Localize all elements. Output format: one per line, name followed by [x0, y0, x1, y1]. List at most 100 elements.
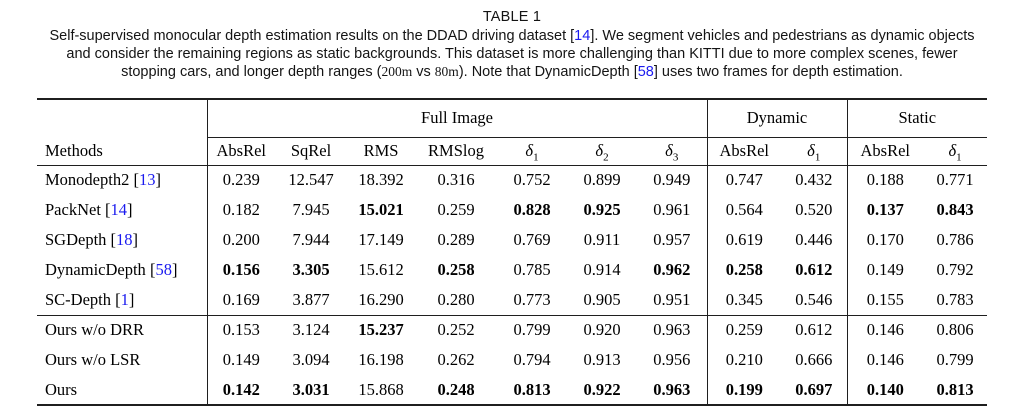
column-header-absrel: AbsRel — [207, 137, 275, 166]
value-cell: 0.146 — [847, 314, 924, 345]
value-cell: 0.280 — [437, 289, 475, 309]
value-cell: 3.031 — [292, 379, 330, 399]
value-cell: 0.905 — [583, 289, 621, 309]
value-cell: 0.806 — [923, 314, 988, 345]
value-cell: 0.289 — [437, 230, 475, 249]
column-header-delta2: δ2 — [567, 137, 637, 166]
value-cell: 0.771 — [936, 170, 974, 190]
table-body: Monodepth2 [13] 0.239 12.547 18.392 0.316 0.7… — [37, 165, 988, 405]
value-cell: 0.752 — [513, 170, 551, 190]
method-name: SC-Depth [1] — [37, 285, 208, 315]
value-cell: 0.149 — [866, 260, 904, 279]
value-cell: 0.262 — [437, 350, 475, 369]
value-cell: 0.142 — [222, 379, 260, 399]
table-row: Ours 0.142 3.031 15.868 0.248 0.813 0.922 0.963… — [37, 375, 987, 405]
value-cell: 0.612 — [781, 255, 848, 285]
citation-link[interactable]: 1 — [120, 289, 129, 309]
method-name: Monodepth2 [13] — [37, 165, 208, 195]
value-cell: 0.697 — [781, 375, 848, 405]
value-cell: 0.188 — [866, 170, 904, 190]
group-header-full-image: Full Image — [207, 99, 708, 138]
value-cell: 0.153 — [207, 314, 275, 345]
value-cell: 0.914 — [583, 260, 621, 279]
citation-link[interactable]: 18 — [116, 230, 133, 249]
value-cell: 0.911 — [583, 230, 621, 249]
group-header-row: Full Image Dynamic Static — [37, 99, 988, 138]
column-header-static-delta1: δ1 — [923, 137, 988, 166]
value-cell: 17.149 — [358, 230, 404, 249]
value-cell: 0.786 — [936, 230, 974, 249]
value-cell: 3.094 — [292, 350, 330, 369]
column-header-delta1: δ1 — [497, 137, 567, 166]
table-row: Monodepth2 [13] 0.239 12.547 18.392 0.316 0.7… — [37, 165, 987, 195]
value-cell: 15.612 — [358, 260, 404, 279]
citation-link[interactable]: 58 — [155, 260, 172, 279]
value-cell: 0.773 — [513, 289, 551, 309]
column-header-row: Methods AbsRel SqRel RMS RMSlog δ1 δ2 δ3… — [37, 137, 988, 166]
value-cell: 15.868 — [358, 379, 404, 399]
value-cell: 0.259 — [437, 200, 475, 219]
value-cell: 0.345 — [725, 289, 763, 309]
caption-line: stopping cars, and longer depth ranges (… — [0, 63, 1024, 81]
value-cell: 0.140 — [866, 379, 904, 399]
value-cell: 0.170 — [866, 230, 904, 249]
value-cell: 0.792 — [936, 260, 974, 279]
value-cell: 18.392 — [358, 170, 404, 190]
value-cell: 0.546 — [781, 285, 848, 315]
value-cell: 0.951 — [637, 285, 708, 315]
caption-text: vs — [412, 64, 435, 80]
value-cell: 0.913 — [583, 350, 621, 369]
method-name: Ours w/o DRR — [37, 314, 208, 345]
value-cell: 0.925 — [583, 200, 621, 219]
value-cell: 15.237 — [347, 314, 415, 345]
column-header-methods: Methods — [37, 137, 208, 166]
value-cell: 0.316 — [437, 170, 475, 190]
value-cell: 0.252 — [415, 314, 497, 345]
value-cell: 0.920 — [567, 314, 637, 345]
value-cell: 0.156 — [222, 260, 260, 279]
table-caption: Self-supervised monocular depth estimati… — [0, 27, 1024, 81]
value-cell: 0.957 — [637, 225, 708, 255]
value-cell: 0.182 — [222, 200, 260, 219]
column-header-dynamic-absrel: AbsRel — [707, 137, 781, 166]
value-cell: 0.612 — [781, 314, 848, 345]
value-cell: 0.922 — [583, 379, 621, 399]
value-cell: 0.200 — [222, 230, 260, 249]
results-table: Full Image Dynamic Static Methods AbsRel… — [37, 98, 988, 406]
value-cell: 0.259 — [707, 314, 781, 345]
citation-link[interactable]: 13 — [138, 170, 156, 190]
citation-link[interactable]: 14 — [574, 28, 591, 44]
citation-link[interactable]: 58 — [637, 64, 654, 80]
value-cell: 0.155 — [866, 289, 904, 309]
value-cell: 0.949 — [637, 165, 708, 195]
table-row: DynamicDepth [58] 0.156 3.305 15.612 0.258 0.… — [37, 255, 987, 285]
value-cell: 0.146 — [866, 350, 904, 369]
value-cell: 0.239 — [222, 170, 260, 190]
value-cell: 3.877 — [292, 289, 330, 309]
caption-text: ]. We segment vehicles and pedestrians a… — [590, 28, 975, 44]
caption-text: Self-supervised monocular depth estimati… — [49, 28, 575, 44]
value-cell: 16.290 — [358, 289, 404, 309]
value-cell: 0.747 — [725, 170, 763, 190]
caption-text: stopping cars, and longer depth ranges ( — [121, 64, 382, 80]
value-cell: 7.944 — [292, 230, 330, 249]
table-row: Ours w/o DRR 0.153 3.124 15.237 0.252 0.799 0.… — [37, 314, 988, 345]
column-header-rms: RMS — [347, 137, 415, 166]
value-cell: 0.828 — [513, 200, 551, 219]
citation-link[interactable]: 14 — [110, 200, 128, 219]
value-cell: 0.258 — [725, 260, 763, 279]
value-cell: 12.547 — [288, 170, 334, 190]
column-header-delta3: δ3 — [637, 137, 708, 166]
method-name: PackNet [14] — [37, 195, 208, 225]
table-row: SC-Depth [1] 0.169 3.877 16.290 0.280 0.773 0.… — [37, 285, 987, 315]
value-cell: 0.432 — [781, 165, 848, 195]
column-header-dynamic-delta1: δ1 — [781, 137, 848, 166]
table-title: TABLE 1 — [482, 9, 542, 25]
value-cell: 0.258 — [437, 260, 475, 279]
caption-line: Self-supervised monocular depth estimati… — [0, 27, 1024, 45]
value-cell: 16.198 — [358, 350, 404, 369]
column-header-rmslog: RMSlog — [415, 137, 497, 166]
value-cell: 0.961 — [637, 195, 708, 225]
value-cell: 0.564 — [725, 200, 763, 219]
caption-line: and consider the remaining regions as st… — [0, 45, 1024, 63]
